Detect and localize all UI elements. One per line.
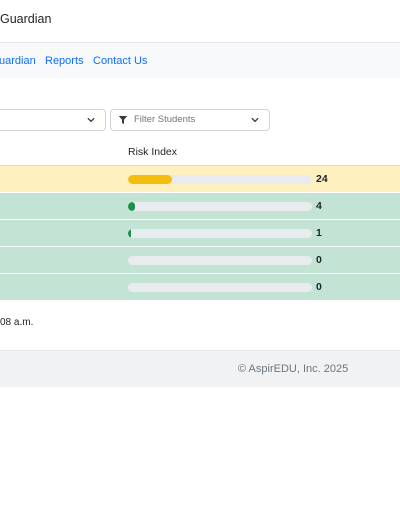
- copyright-text: © AspirEDU, Inc. 2025: [238, 363, 349, 375]
- risk-progress-bar: [128, 175, 312, 184]
- chevron-down-icon: [87, 117, 95, 122]
- risk-progress-bar: [128, 256, 312, 265]
- risk-index-value: 0: [316, 281, 322, 293]
- risk-progress-bar: [128, 283, 312, 292]
- risk-index-value: 24: [316, 173, 328, 185]
- nav-bar: uardian Reports Contact Us: [0, 43, 400, 78]
- footer: © AspirEDU, Inc. 2025: [0, 350, 400, 387]
- filter-students-placeholder: Filter Students: [134, 114, 196, 125]
- brand-title[interactable]: Guardian: [0, 12, 52, 26]
- chevron-down-icon: [251, 117, 259, 122]
- filter-students-select[interactable]: Filter Students: [110, 109, 270, 131]
- filter-icon: [118, 116, 128, 124]
- risk-progress-bar: [128, 202, 312, 211]
- top-bar: Guardian: [0, 0, 400, 43]
- table-header: Risk Index: [0, 138, 400, 166]
- nav-link-reports[interactable]: Reports: [45, 55, 84, 67]
- risk-progress-bar: [128, 229, 312, 238]
- risk-progress-fill: [128, 229, 131, 238]
- table-row[interactable]: 24: [0, 166, 400, 193]
- risk-index-value: 0: [316, 254, 322, 266]
- risk-progress-fill: [128, 202, 136, 211]
- table-body: 24 4 1 0 0: [0, 166, 400, 301]
- last-updated-text: 08 a.m.: [0, 317, 34, 328]
- table-row[interactable]: 1: [0, 220, 400, 247]
- filters-bar: Filter Students: [0, 109, 400, 131]
- students-table: Risk Index 24 4 1 0 0: [0, 138, 400, 301]
- risk-progress-fill: [128, 175, 173, 184]
- nav-link-contact-us[interactable]: Contact Us: [93, 55, 148, 67]
- student-select[interactable]: [0, 109, 106, 131]
- table-row[interactable]: 0: [0, 247, 400, 274]
- column-header-risk-index[interactable]: Risk Index: [128, 146, 178, 158]
- risk-index-value: 4: [316, 200, 322, 212]
- table-row[interactable]: 0: [0, 274, 400, 301]
- table-row[interactable]: 4: [0, 193, 400, 220]
- risk-index-value: 1: [316, 227, 322, 239]
- nav-link-guardian[interactable]: uardian: [0, 55, 36, 67]
